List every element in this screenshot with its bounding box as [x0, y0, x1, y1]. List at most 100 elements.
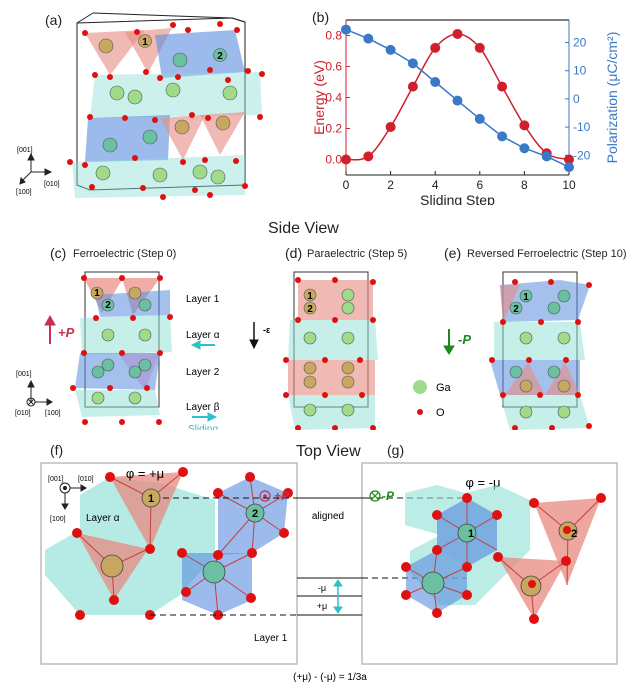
into-plane-minus-p-icon	[369, 490, 381, 502]
panel-e-title: Reversed Ferroelectric (Step 10)	[467, 248, 627, 260]
x-tick-label: 10	[562, 178, 576, 192]
axis-001-label: [001]	[17, 147, 33, 154]
panel-d-structure: 1 2	[283, 271, 378, 430]
aligned-label: aligned	[312, 511, 344, 522]
x-tick-label: 8	[521, 178, 528, 192]
axes-icon	[19, 152, 53, 185]
o-atoms	[67, 21, 265, 200]
energy-polarization-chart: 0 2 4 6 8 10 0.0 0.2 0.4 0.6 0.8 -20 -10 0 10 20 Sliding…	[311, 19, 620, 205]
atom-1-label: 1	[94, 288, 100, 299]
ga-legend-label: Ga	[436, 382, 452, 394]
layer-1-top-label: Layer 1	[254, 633, 288, 644]
y-axis-title: Energy (eV)	[311, 60, 327, 135]
top-axis-001-label: [001]	[48, 476, 64, 483]
y2-tick-label: -20	[573, 148, 591, 162]
data-point-polarization	[474, 113, 485, 124]
axis-100-label: [100]	[16, 189, 32, 196]
data-point-polarization	[519, 143, 530, 154]
y2-tick-label: -10	[573, 120, 591, 134]
formula-label: (+μ) - (-μ) = 1/3a	[293, 672, 367, 683]
axis-010-label: [010]	[44, 181, 60, 188]
top-view-structures: 1 2 φ = +μ Layer α Layer 1 +P [001] [010…	[40, 462, 618, 683]
top-axis-100-label: [100]	[50, 516, 66, 523]
y2-tick-label: 10	[573, 64, 587, 78]
x-tick-label: 0	[343, 178, 350, 192]
ga-atoms	[95, 34, 238, 185]
layer-alpha-arrow-icon	[190, 340, 215, 350]
layer-beta-label: Layer β	[186, 402, 220, 413]
x-tick-label: 4	[432, 178, 439, 192]
layer-alpha-label: Layer α	[186, 330, 220, 341]
side-axis-001-label: [001]	[16, 371, 32, 378]
side-view-structures: 1 2 +P Layer 1 Layer α Layer 2 Layer β S…	[15, 271, 592, 430]
data-point-polarization	[363, 33, 374, 44]
layer-alpha-top-label: Layer α	[86, 513, 120, 524]
data-point-polarization	[541, 151, 552, 162]
y-tick-label: 0.2	[325, 122, 342, 136]
y2-tick-label: 20	[573, 36, 587, 50]
atom-2-label: 2	[252, 508, 258, 520]
atom-1-label: 1	[307, 291, 313, 302]
strain-label: -ε	[263, 325, 271, 335]
panel-g-label: (g)	[387, 442, 405, 458]
plus-mu-label: +μ	[317, 601, 327, 611]
atom-2-label: 2	[307, 304, 313, 315]
x-axis-title: Sliding Step	[420, 192, 495, 205]
sliding-arrow-icon	[192, 412, 218, 422]
sliding-label: Sliding	[188, 424, 218, 430]
data-point-polarization	[497, 131, 508, 142]
data-point-polarization	[407, 58, 418, 69]
data-point-polarization	[564, 162, 574, 173]
data-point-energy	[519, 120, 530, 131]
y-tick-label: 0.4	[325, 91, 342, 105]
phi-plus-label: φ = +μ	[126, 466, 164, 481]
phi-minus-label: φ = -μ	[465, 475, 500, 490]
data-point-polarization	[430, 77, 441, 87]
plus-p-label: +P	[58, 325, 75, 340]
layer-1-label: Layer 1	[186, 294, 220, 305]
data-point-polarization	[452, 95, 463, 106]
plus-p-top-label: +P	[274, 489, 290, 503]
panel-d-label: (d)	[285, 245, 303, 261]
panel-b-label: (b)	[312, 9, 330, 25]
alignment-lines	[150, 497, 466, 616]
panel-e-structure: 1 2	[489, 271, 592, 430]
atom-1-label: 1	[142, 37, 148, 48]
side-view-title: Side View	[268, 220, 339, 237]
y-tick-label: 0.8	[325, 29, 342, 43]
o-legend-icon	[417, 409, 423, 415]
side-axis-100-label: [100]	[45, 410, 61, 417]
o-legend-label: O	[436, 407, 445, 419]
top-view-title: Top View	[296, 443, 361, 460]
panel-e-label: (e)	[444, 245, 462, 261]
data-point-energy	[474, 42, 485, 53]
panel-c-title: Ferroelectric (Step 0)	[73, 248, 177, 260]
atom-1-label: 1	[148, 493, 154, 505]
data-point-energy	[497, 81, 508, 92]
panel-c-label: (c)	[50, 245, 67, 261]
data-point-energy	[564, 154, 574, 165]
side-axes-icon	[26, 379, 53, 407]
minus-p-top-label: -P	[382, 489, 395, 503]
data-point-polarization	[341, 24, 351, 35]
atom-1-label: 1	[523, 292, 529, 303]
minus-mu-label: -μ	[318, 583, 326, 593]
data-point-energy	[385, 121, 396, 132]
panel-d-title: Paraelectric (Step 5)	[307, 248, 408, 260]
layer-2-label: Layer 2	[186, 367, 220, 378]
strain-arrow-icon	[249, 322, 259, 350]
panel-a-structure: 1 2 [001] [010] [100]	[16, 12, 265, 200]
panel-a-label: (a)	[45, 12, 63, 28]
side-axis-010-label: [010]	[15, 410, 31, 417]
panel-g-structure: 1 2	[401, 485, 606, 624]
data-point-energy	[407, 81, 418, 92]
top-axes-icon	[59, 482, 87, 510]
data-point-energy	[341, 154, 351, 165]
atom-2-label: 2	[571, 528, 577, 540]
data-point-energy	[363, 151, 374, 162]
plus-p-arrow-icon	[44, 314, 56, 344]
y-tick-label: 0.0	[325, 153, 342, 167]
data-point-polarization	[385, 44, 396, 55]
y-tick-label: 0.6	[325, 60, 342, 74]
minus-p-arrow-icon	[443, 329, 455, 355]
